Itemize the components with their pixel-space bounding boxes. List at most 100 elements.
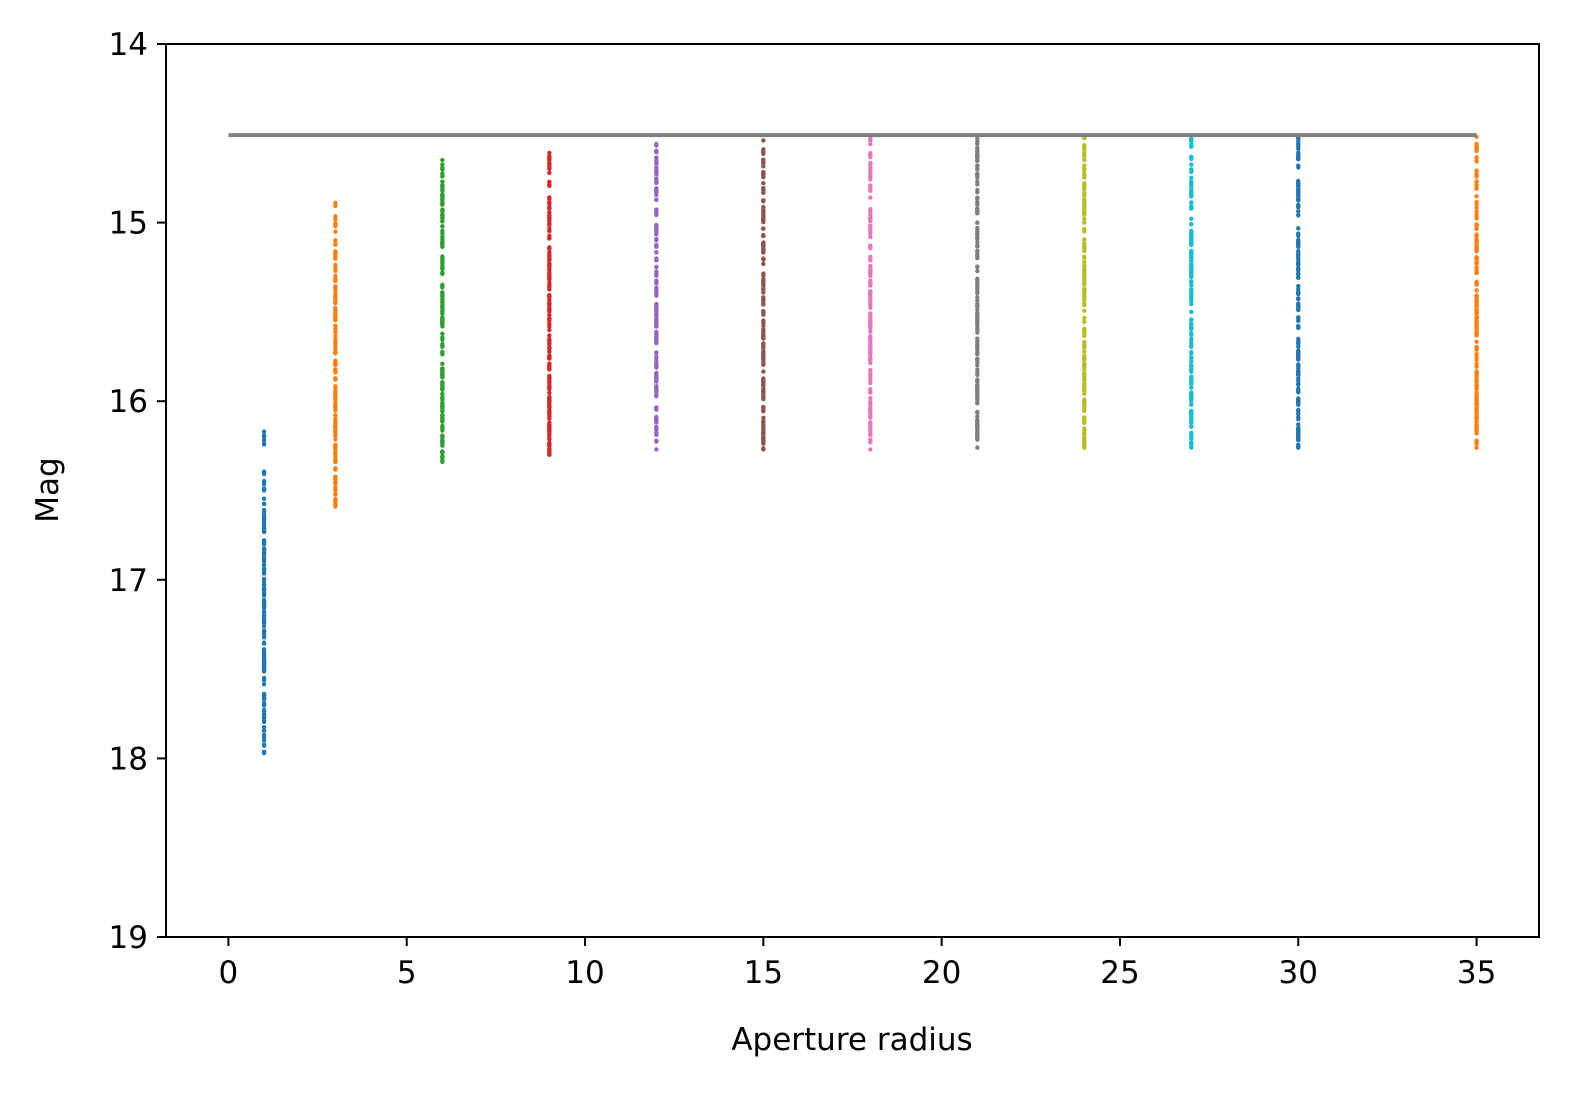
data-point <box>868 141 873 147</box>
data-point <box>547 316 552 322</box>
data-point <box>547 228 552 234</box>
data-point <box>868 153 873 159</box>
data-point <box>761 212 766 218</box>
data-point <box>261 732 267 738</box>
data-point <box>975 311 980 316</box>
data-point <box>1296 286 1301 292</box>
data-point <box>1082 197 1087 202</box>
data-point <box>261 523 267 528</box>
data-point <box>333 362 338 367</box>
data-point <box>1082 255 1087 260</box>
data-point <box>1474 416 1479 421</box>
data-point <box>868 138 873 144</box>
data-point <box>761 138 766 143</box>
data-point <box>1474 346 1479 351</box>
data-point <box>261 597 267 603</box>
data-point <box>1474 300 1479 306</box>
data-point <box>1296 407 1301 413</box>
data-point <box>333 217 338 222</box>
data-point <box>1474 174 1479 179</box>
data-point <box>1082 330 1087 336</box>
data-point <box>1296 163 1301 168</box>
data-point <box>1296 241 1301 246</box>
data-point <box>261 620 267 626</box>
data-point <box>975 276 980 281</box>
data-point <box>440 290 445 295</box>
x-tick-label: 35 <box>1457 955 1496 991</box>
data-point <box>1474 199 1479 205</box>
data-point <box>1082 367 1087 372</box>
data-point <box>654 313 659 318</box>
data-point <box>1189 393 1194 398</box>
data-point <box>975 190 980 195</box>
data-point <box>1082 241 1087 246</box>
data-point <box>868 396 873 401</box>
data-point <box>654 439 659 444</box>
data-point <box>440 209 445 214</box>
data-point <box>868 427 873 432</box>
data-point <box>1082 220 1087 225</box>
data-point <box>547 300 552 306</box>
data-point <box>868 280 873 286</box>
data-point <box>547 337 552 343</box>
data-point <box>547 395 552 400</box>
x-tick-label: 5 <box>397 955 417 991</box>
data-point <box>547 218 552 224</box>
data-point <box>1474 331 1479 337</box>
data-point <box>654 142 659 147</box>
y-tick-label: 19 <box>109 920 148 956</box>
data-point <box>1189 340 1194 346</box>
data-point <box>1189 337 1194 343</box>
y-tick-label: 18 <box>109 741 148 777</box>
data-point <box>1082 326 1087 331</box>
data-point <box>761 390 766 395</box>
data-point <box>1474 425 1479 430</box>
x-tick-label: 25 <box>1100 955 1139 991</box>
data-point <box>975 228 980 233</box>
data-point <box>1296 296 1301 301</box>
data-point <box>333 437 338 442</box>
x-axis: 0 5 10 15 20 25 30 35 <box>219 937 1496 991</box>
data-point <box>333 496 338 502</box>
data-point <box>1189 377 1194 383</box>
data-point <box>440 200 445 205</box>
plot-frame <box>165 43 1540 938</box>
data-point <box>654 281 659 286</box>
data-point <box>333 297 338 303</box>
data-point <box>547 236 552 241</box>
data-point <box>261 702 267 708</box>
data-point <box>654 165 659 170</box>
data-point <box>440 271 445 277</box>
data-point <box>868 411 873 417</box>
data-point <box>333 224 338 229</box>
data-point <box>1189 279 1194 284</box>
data-point <box>1474 325 1479 330</box>
data-point <box>261 708 267 714</box>
data-point <box>547 179 552 185</box>
x-tick-label: 15 <box>744 955 783 991</box>
data-point <box>1082 308 1087 314</box>
data-point <box>1082 287 1087 293</box>
data-point <box>1296 261 1301 267</box>
data-point <box>1474 269 1479 275</box>
data-point <box>333 203 338 209</box>
data-point <box>1474 411 1479 416</box>
data-point <box>1474 239 1479 245</box>
data-point <box>440 418 445 423</box>
data-point <box>1082 237 1087 242</box>
y-tick-label: 16 <box>109 384 148 420</box>
data-point <box>1082 354 1087 360</box>
data-point <box>761 431 766 436</box>
data-point <box>1189 193 1194 198</box>
data-point <box>1296 437 1301 443</box>
data-point <box>1474 281 1479 286</box>
data-point <box>654 227 659 232</box>
data-point <box>1082 281 1087 286</box>
x-tick-label: 0 <box>219 955 239 991</box>
data-point <box>761 351 766 356</box>
data-point <box>547 161 552 167</box>
data-point <box>761 233 766 239</box>
data-point <box>547 361 552 366</box>
data-point <box>547 404 552 410</box>
